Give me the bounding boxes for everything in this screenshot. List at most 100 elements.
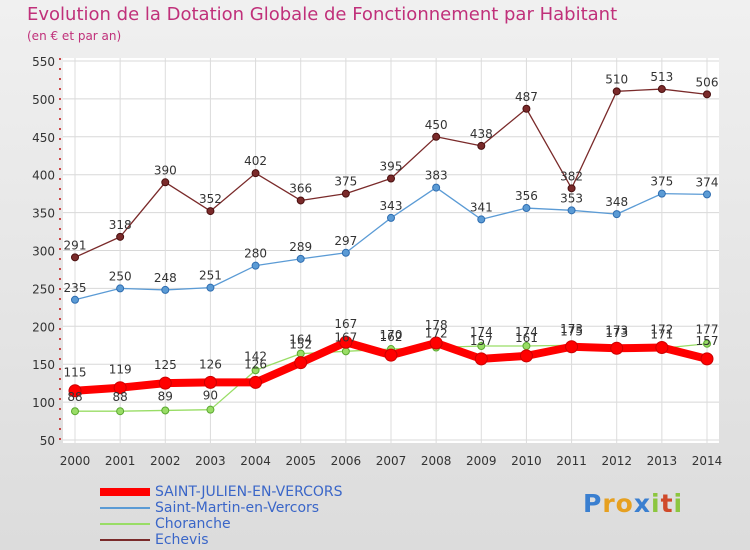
data-point — [249, 375, 263, 389]
y-tick-label: 500 — [32, 93, 55, 107]
data-label: 88 — [113, 390, 128, 404]
data-label: 506 — [696, 75, 719, 89]
data-point — [387, 213, 395, 222]
data-label: 157 — [696, 334, 719, 348]
logo-letter: i — [651, 489, 661, 518]
data-label: 167 — [334, 330, 357, 344]
data-point — [116, 232, 125, 241]
data-point — [161, 178, 170, 187]
data-label: 251 — [199, 269, 222, 283]
data-point — [158, 376, 172, 390]
data-label: 126 — [199, 357, 222, 371]
legend-swatch — [100, 488, 150, 496]
data-point — [294, 356, 308, 370]
data-label: 450 — [425, 118, 448, 132]
data-label: 171 — [650, 327, 673, 341]
data-label: 510 — [605, 72, 628, 86]
x-tick-label: 2013 — [647, 454, 678, 468]
data-label: 89 — [158, 389, 173, 403]
chart-subtitle: (en € et par an) — [27, 29, 122, 43]
data-label: 170 — [380, 328, 403, 342]
data-label: 366 — [289, 181, 312, 195]
data-label: 352 — [199, 192, 222, 206]
data-point — [567, 184, 576, 193]
y-tick-label: 400 — [32, 169, 55, 183]
proxiti-logo: Proxiti — [583, 489, 683, 518]
data-point — [296, 254, 305, 263]
x-tick-label: 2012 — [601, 454, 632, 468]
data-label: 513 — [650, 70, 673, 84]
data-point — [341, 347, 350, 356]
data-point — [703, 190, 711, 199]
logo-letter: o — [615, 489, 634, 518]
data-point — [203, 375, 217, 389]
data-label: 157 — [470, 334, 493, 348]
logo-letter: t — [660, 489, 674, 518]
legend-label: Echevis — [155, 532, 209, 548]
data-point — [703, 90, 711, 99]
data-label: 341 — [470, 200, 493, 214]
logo-letter: i — [673, 489, 684, 518]
data-point — [432, 132, 441, 141]
data-label: 172 — [425, 327, 448, 341]
x-tick-label: 2008 — [421, 454, 452, 468]
data-label: 375 — [334, 175, 357, 189]
data-point — [251, 366, 260, 375]
x-tick-label: 2001 — [105, 454, 136, 468]
data-label: 175 — [560, 324, 583, 338]
x-tick-label: 2002 — [150, 454, 181, 468]
data-label: 164 — [289, 333, 312, 347]
data-point — [341, 189, 350, 198]
data-label: 115 — [64, 366, 87, 380]
data-label: 88 — [67, 390, 82, 404]
x-tick-label: 2004 — [240, 454, 271, 468]
data-point — [206, 405, 215, 414]
data-point — [612, 210, 621, 219]
y-tick-label: 250 — [32, 282, 55, 296]
data-label: 395 — [380, 159, 403, 173]
data-label: 289 — [289, 240, 312, 254]
data-label: 167 — [334, 317, 357, 331]
data-point — [116, 407, 125, 416]
data-label: 402 — [244, 154, 267, 168]
y-tick-label: 300 — [32, 245, 55, 259]
data-label: 125 — [154, 358, 177, 372]
data-point — [474, 352, 488, 366]
data-point — [477, 141, 486, 150]
data-label: 390 — [154, 163, 177, 177]
y-tick-label: 200 — [32, 320, 55, 334]
data-label: 348 — [605, 195, 628, 209]
data-label: 173 — [605, 326, 628, 340]
data-point — [296, 196, 305, 205]
data-label: 248 — [154, 271, 177, 285]
data-point — [565, 340, 579, 354]
data-label: 152 — [289, 338, 312, 352]
data-point — [477, 215, 486, 224]
data-label: 177 — [696, 323, 719, 337]
data-label: 90 — [203, 389, 218, 403]
data-point — [206, 283, 215, 292]
data-point — [116, 284, 125, 293]
legend-label: Saint-Martin-en-Vercors — [155, 500, 320, 516]
y-tick-label: 550 — [32, 55, 55, 69]
data-label: 173 — [560, 322, 583, 336]
y-tick-label: 350 — [32, 207, 55, 221]
x-tick-label: 2010 — [511, 454, 542, 468]
data-label: 172 — [650, 323, 673, 337]
data-point — [657, 189, 666, 198]
data-point — [703, 339, 711, 348]
x-tick-label: 2000 — [60, 454, 91, 468]
data-point — [700, 352, 714, 366]
data-point — [610, 341, 624, 355]
data-point — [161, 285, 170, 294]
data-label: 173 — [605, 323, 628, 337]
data-label: 250 — [109, 269, 132, 283]
data-point — [251, 261, 260, 270]
data-point — [477, 342, 486, 351]
data-point — [522, 104, 531, 113]
logo-letter: x — [633, 489, 651, 518]
data-point — [113, 381, 127, 395]
x-tick-label: 2006 — [331, 454, 362, 468]
y-tick-label: 50 — [40, 434, 55, 448]
data-point — [519, 349, 533, 363]
